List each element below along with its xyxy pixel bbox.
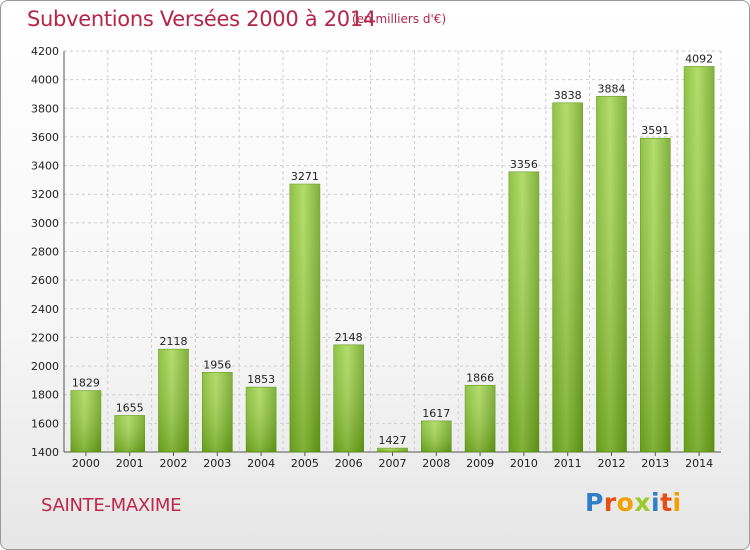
y-tick-label: 3400 [31,160,59,173]
logo-letter: r [603,488,617,517]
x-tick-label: 2000 [72,457,100,470]
logo-letter: x [634,488,651,517]
proxiti-logo: Proxiti [585,488,682,517]
bar-value-label: 1853 [247,373,275,386]
y-tick-label: 4200 [31,45,59,58]
logo-letter: i [672,488,682,517]
y-tick-label: 2400 [31,303,59,316]
bar-value-label: 1655 [116,401,144,414]
bar-shade [289,184,320,452]
bar-value-label: 1956 [203,358,231,371]
y-tick-label: 2800 [31,246,59,259]
bar-value-label: 3356 [510,158,538,171]
chart-title: Subventions Versées 2000 à 2014 [27,7,376,31]
x-tick-label: 2005 [291,457,319,470]
x-tick-label: 2011 [554,457,582,470]
y-tick-label: 3800 [31,102,59,115]
x-tick-label: 2001 [116,457,144,470]
bar-shade [70,390,101,452]
y-tick-label: 2200 [31,331,59,344]
bar-value-label: 4092 [685,52,713,65]
y-tick-label: 1400 [31,446,59,459]
x-tick-label: 2009 [466,457,494,470]
bar-shade [596,96,627,453]
y-tick-label: 3000 [31,217,59,230]
x-tick-label: 2012 [598,457,626,470]
y-tick-label: 2600 [31,274,59,287]
city-name: SAINTE-MAXIME [41,495,182,516]
y-tick-label: 3600 [31,131,59,144]
bar-value-label: 3271 [291,170,319,183]
bar-value-label: 3591 [641,124,669,137]
label-layer: 1829 1655 2118 1956 1853 3271 2148 1427 1617 1866… [72,52,713,447]
y-tick-label: 3200 [31,188,59,201]
x-tick-label: 2006 [335,457,363,470]
bar-value-label: 1866 [466,371,494,384]
y-tick-label: 1800 [31,389,59,402]
x-tick-label: 2003 [203,457,231,470]
y-tick-label: 4000 [31,74,59,87]
bar-shade [465,385,496,452]
logo-letter: i [651,488,661,517]
x-tick-label: 2013 [641,457,669,470]
bar-value-label: 1427 [379,434,407,447]
y-tick-label: 2000 [31,360,59,373]
bar-shade [333,344,364,452]
bar-shade [684,66,715,453]
x-tick-label: 2010 [510,457,538,470]
x-tick-label: 2004 [247,457,275,470]
bar-shade [246,387,277,452]
bar-shade [377,448,408,452]
x-tick-label: 2007 [379,457,407,470]
x-tick-label: 2014 [685,457,713,470]
bar-shade [508,171,539,452]
axis-layer: 1400 1600 1800 2000 2200 2400 2600 2800 3000 3200… [31,45,721,470]
bar-value-label: 2148 [335,331,363,344]
bar-value-label: 1829 [72,377,100,390]
x-tick-label: 2002 [160,457,188,470]
bar-shade [552,102,583,453]
bar-shade [158,349,189,452]
bar-shade [114,415,145,452]
y-tick-label: 1600 [31,417,59,430]
bar-shade [421,420,452,452]
bar-value-label: 3884 [598,82,626,95]
bar-value-label: 2118 [160,335,188,348]
bar-layer [70,66,715,453]
logo-letter: o [616,488,635,517]
logo-letter: t [660,488,673,517]
chart-subtitle: (en milliers d'€) [352,12,447,26]
bar-value-label: 3838 [554,89,582,102]
bar-shade [640,138,671,452]
x-tick-label: 2008 [422,457,450,470]
bar-shade [202,372,233,452]
bar-value-label: 1617 [422,407,450,420]
logo-letter: P [585,488,604,517]
